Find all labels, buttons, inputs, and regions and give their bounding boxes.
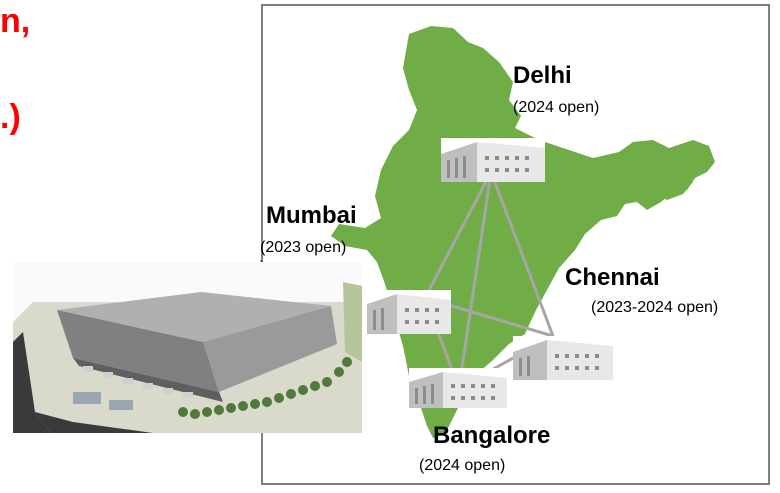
warehouse-building-icon-delhi — [441, 138, 545, 182]
city-open-mumbai: (2023 open) — [260, 239, 347, 256]
city-label-delhi: Delhi — [513, 62, 572, 89]
link-delhi-mumbai — [423, 171, 493, 299]
warehouse-building-icon-bangalore — [409, 368, 507, 408]
link-delhi-chennai — [489, 171, 555, 337]
city-open-delhi: (2024 open) — [513, 99, 600, 116]
warehouse-building-icon-chennai — [513, 336, 613, 380]
india-map — [331, 26, 715, 438]
city-open-chennai: (2023-2024 open) — [591, 299, 719, 316]
link-delhi-bangalore — [457, 171, 493, 389]
city-label-chennai: Chennai — [565, 264, 660, 291]
partial-heading-line-1: n, — [0, 2, 31, 40]
warehouse-building-icon-mumbai — [367, 290, 451, 334]
warehouse-3d-render — [13, 262, 362, 433]
india-northeast — [633, 156, 693, 200]
city-label-mumbai: Mumbai — [266, 202, 357, 229]
partial-heading-line-2: .) — [0, 98, 21, 136]
city-open-bangalore: (2024 open) — [419, 457, 506, 474]
india-landmass — [331, 26, 715, 438]
city-label-bangalore: Bangalore — [433, 422, 551, 449]
